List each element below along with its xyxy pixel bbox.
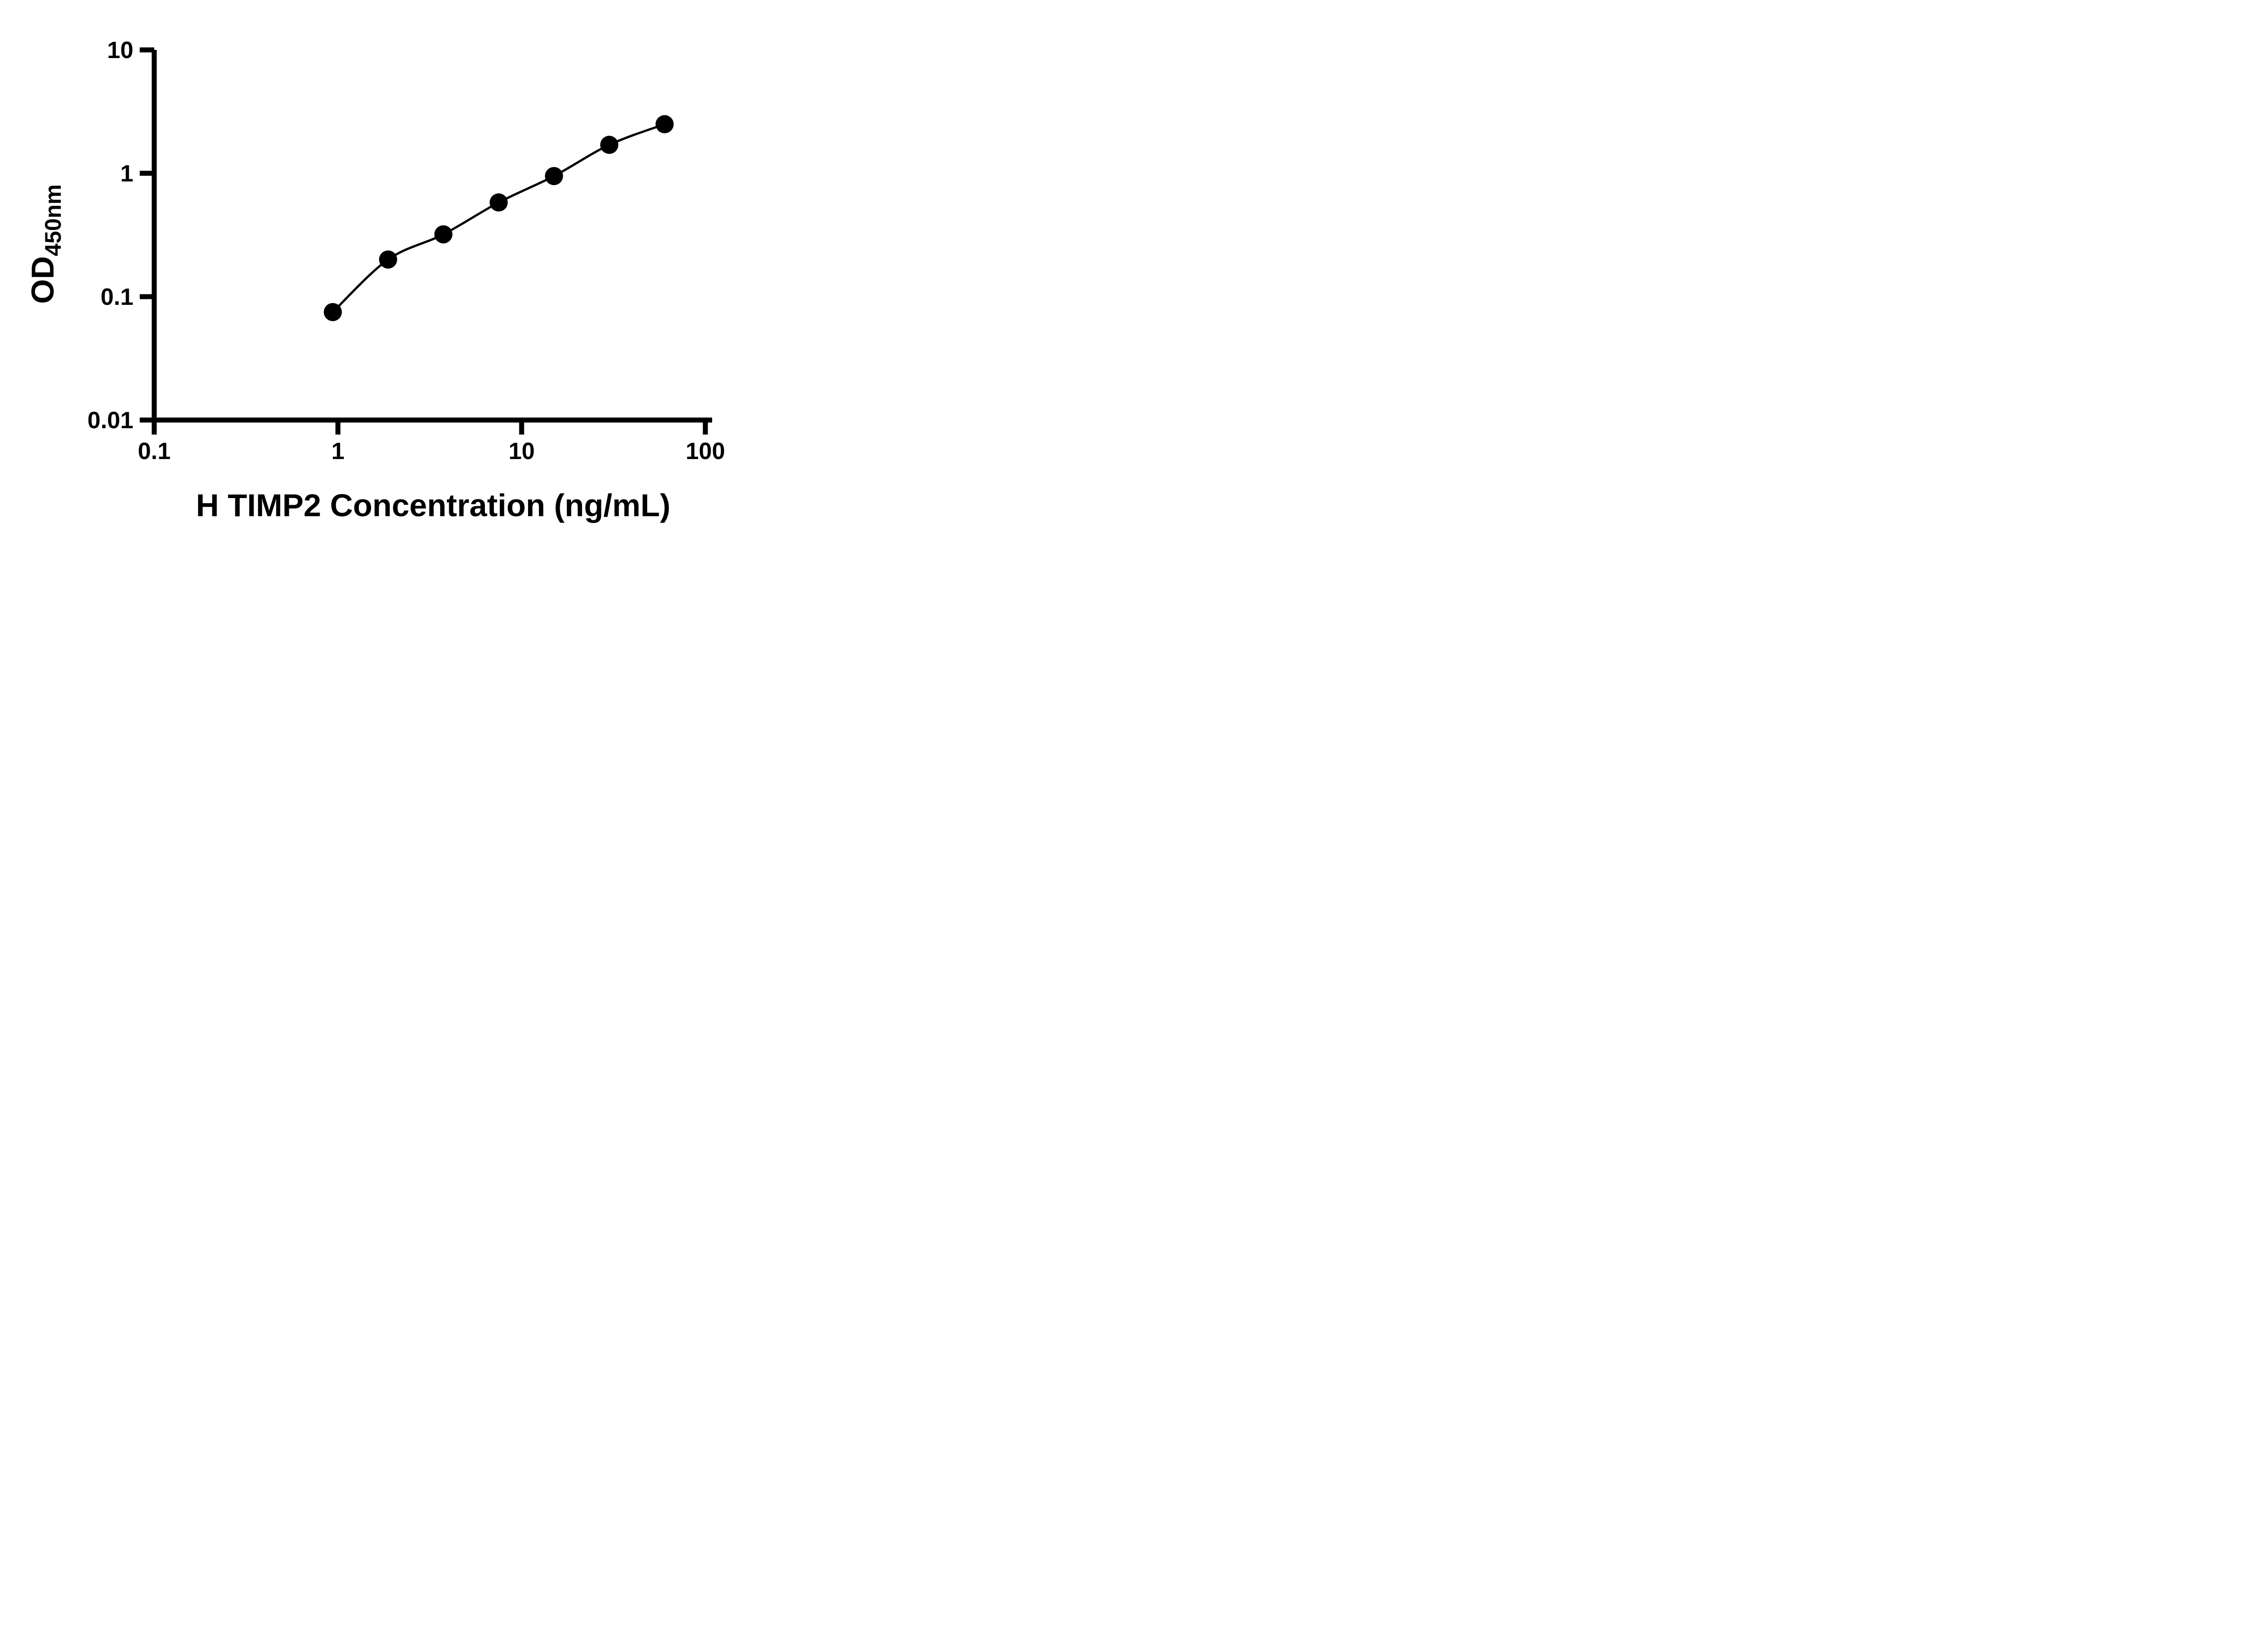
y-tick-label: 1 [120, 161, 133, 187]
x-tick-label: 0.1 [138, 438, 171, 464]
data-point [545, 167, 563, 186]
axis-line [152, 50, 712, 423]
data-point [655, 115, 674, 133]
y-axis-title-subscript: 450nm [40, 184, 66, 256]
series-line-group [332, 123, 665, 313]
data-point [600, 136, 619, 154]
x-axis-title: H TIMP2 Concentration (ng/mL) [196, 488, 670, 523]
x-tick-label: 10 [508, 438, 535, 464]
standard-curve-line [332, 123, 665, 313]
y-tick-label: 0.1 [101, 284, 133, 310]
x-tick-label: 100 [686, 438, 725, 464]
axis-lines [152, 50, 712, 423]
chart-page: 0.1 1 10 100 0.01 0.1 1 10 H TIMP2 Concentratio… [0, 0, 777, 544]
series-points-group [323, 115, 674, 321]
y-tick-label: 10 [107, 37, 133, 64]
data-point [323, 303, 342, 321]
y-axis-title: OD450nm [25, 184, 66, 303]
data-point [489, 193, 508, 212]
y-axis-title-main: OD [25, 256, 60, 304]
x-tick-label: 1 [332, 438, 345, 464]
tick-marks [140, 47, 708, 435]
y-tick-label: 0.01 [88, 407, 133, 434]
data-point [434, 225, 453, 244]
data-point [379, 250, 397, 269]
